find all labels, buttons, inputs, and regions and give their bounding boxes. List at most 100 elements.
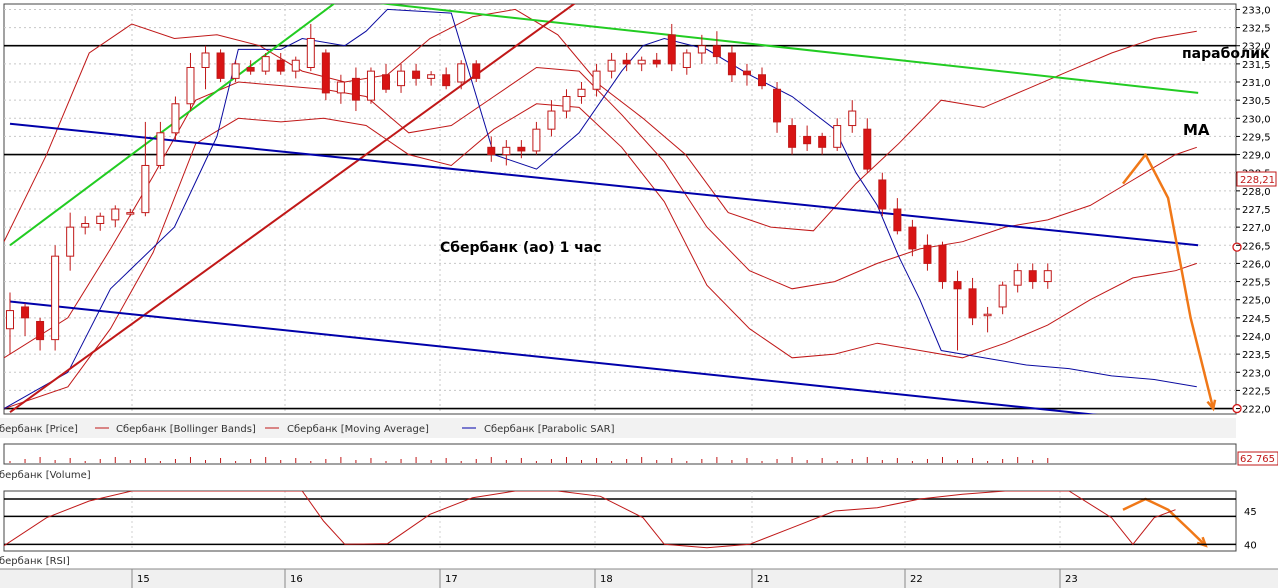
candle [306,23,315,72]
candle-body-up [577,88,586,98]
price-tick-label: 227,5 [1242,205,1271,216]
candle-body-down [667,34,676,65]
legend: Сбербанк [Price] Сбербанк [Bollinger Ban… [0,424,615,567]
candle-body-down [788,125,797,148]
candle-body-up [607,59,616,72]
forecast-price-forecast [1122,153,1215,409]
candle-body-up [502,146,511,156]
forecast-price-forecast-head [1206,399,1217,412]
rsi-line [4,491,1176,549]
candle-body-up [682,52,691,68]
candle [667,23,676,72]
candle [998,281,1007,315]
price-tick-label: 226,5 [1242,241,1271,252]
candle [382,63,390,93]
candle [412,63,421,86]
candle-body-up [592,70,601,90]
candle [878,172,887,217]
candle-body-up [427,74,436,79]
price-tick-label: 225,0 [1242,296,1271,307]
candle-body-down [758,74,766,87]
price-marker [1232,242,1242,252]
candle [186,52,195,112]
candle-body-down [21,306,30,319]
legend-price: Сбербанк [Price] [0,424,78,435]
candle-body-down [412,70,421,79]
rsi-lines: 45 40 [4,491,1257,551]
candle [923,234,932,271]
candle [96,212,105,231]
candle-body-down [803,135,812,145]
price-tick-label: 230,5 [1242,96,1271,107]
candle-body-up [291,59,300,72]
legend-rsi: Сбербанк [RSI] [0,556,70,567]
candle-body-up [336,81,345,94]
date-label: 16 [290,574,303,585]
candle [848,100,857,133]
candle-body-down [923,244,932,264]
candle-body-down [727,52,736,76]
candle [532,121,541,155]
legend-ma: Сбербанк [Moving Average] [287,424,429,435]
candle [833,118,842,151]
candle [472,60,481,83]
price-tick-label: 230,0 [1242,114,1271,125]
trendline-blue-channel-upper [9,122,1199,247]
price-tick-label: 224,0 [1242,332,1271,343]
candle-body-up [141,164,150,214]
candle-body-down [893,208,902,232]
price-tick-label: 225,5 [1242,278,1271,289]
candle [1013,263,1022,293]
price-tick-label: 232,0 [1242,42,1271,53]
main-annotation: Сбербанк (ао) 1 час [440,240,602,256]
candle-body-down [938,244,947,283]
candle-body-up [848,110,857,127]
legend-sar: Сбербанк [Parabolic SAR] [484,424,615,435]
candle [803,125,812,151]
candle [21,303,30,336]
candle [788,118,797,155]
current-price-box [1236,171,1277,187]
indicator-layer [4,8,1197,410]
candle-body-down [742,70,751,76]
candle [577,82,586,104]
candle [953,270,962,351]
candle [66,212,75,271]
candle-body-up [66,226,75,257]
candle-body-up [983,313,992,317]
price-tick-label: 228,0 [1242,187,1271,198]
candle-body-up [231,63,240,79]
candle-body-up [547,110,556,130]
candle-body-up [457,63,466,83]
trendline-red-uptrend [9,4,576,413]
price-tick-label: 226,0 [1242,259,1271,270]
candle-body-up [637,59,646,65]
candle-body-down [818,135,827,148]
price-tick-label: 223,0 [1242,368,1271,379]
candle [652,52,661,68]
candle [758,67,766,90]
forecast-rsi-forecast [1122,497,1207,547]
candle-body-up [261,56,270,72]
legend-bb: Сбербанк [Bollinger Bands] [116,424,256,435]
candle-body-down [351,77,360,101]
candle [457,60,466,90]
candle [893,198,902,235]
candle-body-up [51,255,60,341]
rsi-panel [3,490,1237,552]
candle [727,45,736,83]
volume-value-box [1237,451,1278,466]
candle-body-up [1043,270,1052,283]
candle [111,205,120,228]
candle [1043,263,1052,289]
candle-body-down [246,66,255,72]
candle [863,118,872,173]
candle-body-up [562,96,571,112]
candle [261,52,270,75]
candle [562,89,571,119]
candle [351,67,360,112]
date-label: 22 [910,574,923,585]
candle [336,74,345,104]
candle [607,52,616,79]
